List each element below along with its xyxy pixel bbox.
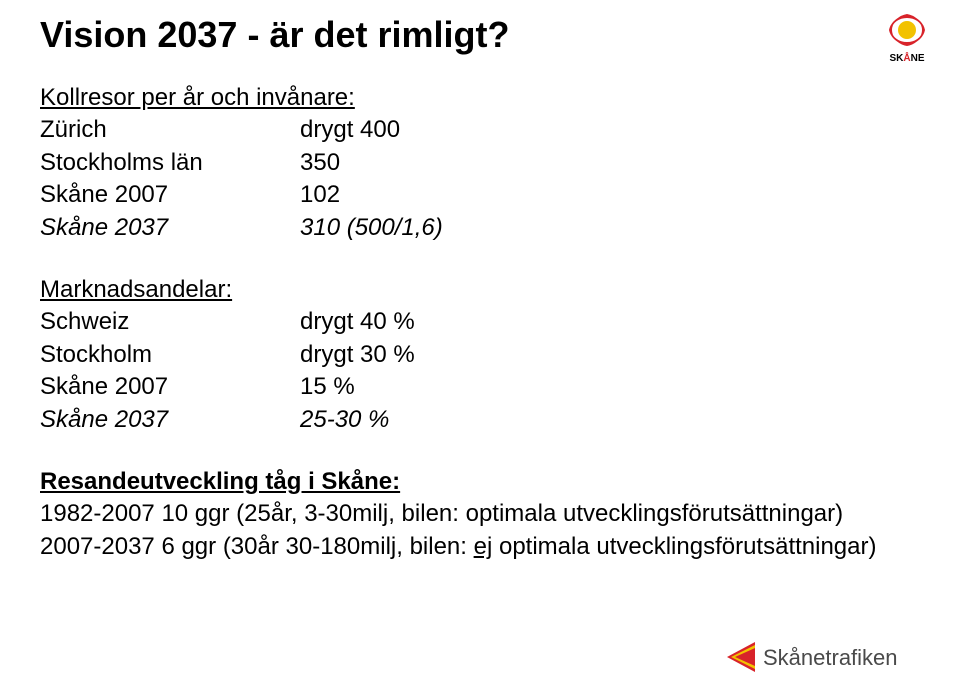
skanetrafiken-logo: Skånetrafiken bbox=[727, 639, 937, 675]
row-label: Zürich bbox=[40, 114, 300, 146]
row-label: Schweiz bbox=[40, 306, 300, 338]
section3-heading-wrapper: Resandeutveckling tåg i Skåne: bbox=[40, 466, 876, 498]
row-value: drygt 30 % bbox=[300, 339, 415, 371]
region-skane-logo: SKÅNE bbox=[877, 12, 937, 72]
table-row: Stockholm drygt 30 % bbox=[40, 339, 415, 371]
section3-line2-post: optimala utvecklingsförutsättningar) bbox=[492, 533, 876, 560]
table-row: Skåne 2007 15 % bbox=[40, 371, 415, 403]
logo-label-prefix: SK bbox=[889, 53, 903, 64]
table-row: Skåne 2037 310 (500/1,6) bbox=[40, 212, 443, 244]
section3-line2-underlined: ej bbox=[474, 533, 493, 560]
row-value: drygt 40 % bbox=[300, 306, 415, 338]
table-row: Skåne 2037 25-30 % bbox=[40, 404, 415, 436]
table-row: Stockholms län 350 bbox=[40, 147, 443, 179]
section3-line2-pre: 2007-2037 6 ggr (30år 30-180milj, bilen: bbox=[40, 533, 474, 560]
table-row: Zürich drygt 400 bbox=[40, 114, 443, 146]
logo-label-suffix: NE bbox=[911, 53, 925, 64]
row-label: Stockholm bbox=[40, 339, 300, 371]
section2-heading: Marknadsandelar: bbox=[40, 274, 876, 306]
section3-heading: Resandeutveckling tåg i Skåne: bbox=[40, 468, 400, 495]
row-label: Skåne 2037 bbox=[40, 212, 300, 244]
row-label: Skåne 2007 bbox=[40, 179, 300, 211]
row-label: Stockholms län bbox=[40, 147, 300, 179]
section1-table: Zürich drygt 400 Stockholms län 350 Skån… bbox=[40, 114, 443, 244]
page-title: Vision 2037 - är det rimligt? bbox=[40, 14, 509, 56]
logo-label-accent: Å bbox=[903, 53, 910, 64]
region-skane-icon bbox=[886, 12, 928, 52]
row-value: 350 bbox=[300, 147, 443, 179]
table-row: Skåne 2007 102 bbox=[40, 179, 443, 211]
body-content: Kollresor per år och invånare: Zürich dr… bbox=[40, 82, 876, 563]
skanetrafiken-icon: Skånetrafiken bbox=[727, 639, 937, 675]
skanetrafiken-text: Skånetrafiken bbox=[763, 645, 898, 670]
section2-table: Schweiz drygt 40 % Stockholm drygt 30 % … bbox=[40, 306, 415, 436]
row-value: 15 % bbox=[300, 371, 415, 403]
section1-heading: Kollresor per år och invånare: bbox=[40, 82, 876, 114]
row-value: drygt 400 bbox=[300, 114, 443, 146]
table-row: Schweiz drygt 40 % bbox=[40, 306, 415, 338]
row-label: Skåne 2037 bbox=[40, 404, 300, 436]
section3-line1: 1982-2007 10 ggr (25år, 3-30milj, bilen:… bbox=[40, 498, 876, 530]
section3-line2: 2007-2037 6 ggr (30år 30-180milj, bilen:… bbox=[40, 531, 876, 563]
row-value: 25-30 % bbox=[300, 404, 415, 436]
row-label: Skåne 2007 bbox=[40, 371, 300, 403]
row-value: 102 bbox=[300, 179, 443, 211]
row-value: 310 (500/1,6) bbox=[300, 212, 443, 244]
region-skane-label: SKÅNE bbox=[877, 54, 937, 64]
